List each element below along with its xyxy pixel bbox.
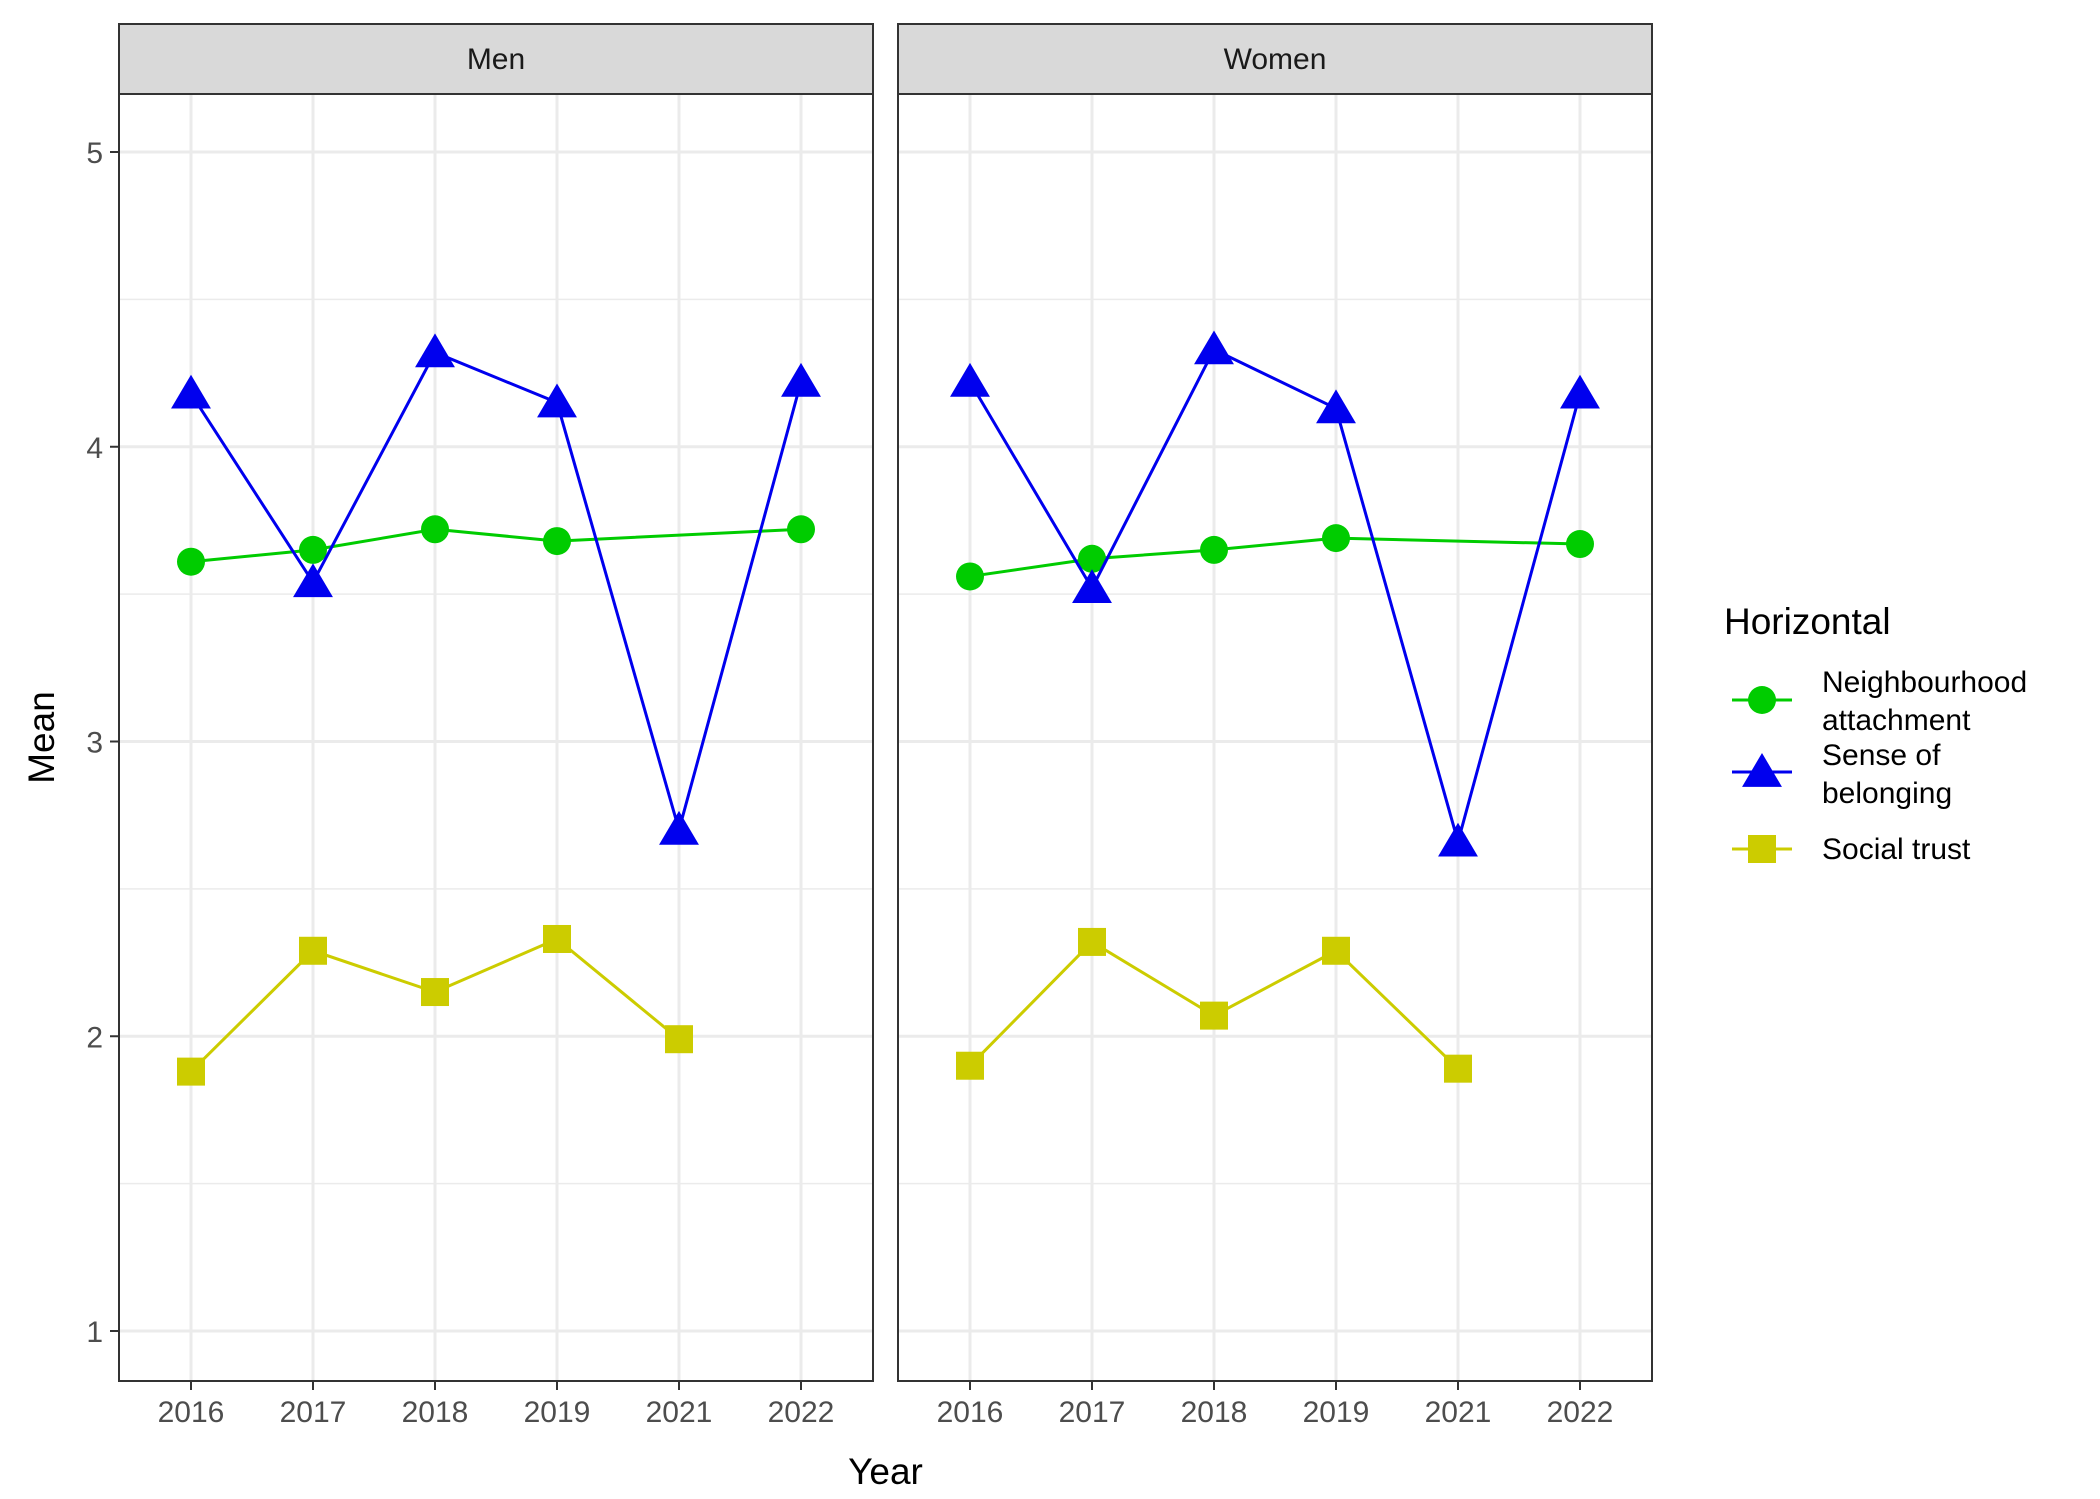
x-tick-label: 2019 bbox=[524, 1396, 591, 1429]
data-point-triangle bbox=[537, 383, 577, 418]
y-tick-label: 3 bbox=[86, 727, 103, 760]
data-point-triangle bbox=[1194, 330, 1234, 365]
x-tick-label: 2016 bbox=[937, 1396, 1004, 1429]
x-tick-label: 2021 bbox=[646, 1396, 713, 1429]
legend-entry: Neighbourhood attachment bbox=[1732, 666, 2027, 737]
series-neighbourhood-attachment bbox=[177, 515, 815, 576]
x-tick-label: 2018 bbox=[402, 1396, 469, 1429]
x-tick-label: 2021 bbox=[1425, 1396, 1492, 1429]
data-point-triangle bbox=[171, 374, 211, 409]
x-tick-label: 2017 bbox=[280, 1396, 347, 1429]
legend-label: attachment bbox=[1822, 704, 1971, 737]
data-point-triangle bbox=[1560, 374, 1600, 409]
legend-label: belonging bbox=[1822, 777, 1952, 810]
facet-panel-men: Men bbox=[118, 23, 874, 1382]
facet-strip bbox=[897, 23, 1653, 95]
data-point-circle bbox=[543, 527, 571, 556]
axes-layer: 2016 2017 2018 2019 2021 2022 2016 2017 2018 2019… bbox=[21, 137, 1613, 1492]
data-point-square bbox=[956, 1051, 984, 1080]
legend-title: Horizontal bbox=[1724, 601, 1891, 642]
panel-background bbox=[119, 94, 873, 1381]
data-point-square bbox=[1322, 936, 1350, 965]
data-point-circle bbox=[1322, 524, 1350, 553]
data-point-circle bbox=[1200, 535, 1228, 564]
legend-key-square bbox=[1748, 835, 1776, 863]
data-point-square bbox=[1444, 1054, 1472, 1083]
facet-strip-label: Women bbox=[1224, 43, 1327, 76]
y-axis-title: Mean bbox=[21, 691, 62, 784]
data-point-square bbox=[421, 978, 449, 1007]
legend-label: Neighbourhood bbox=[1822, 666, 2027, 699]
data-point-triangle bbox=[950, 362, 990, 397]
series-line bbox=[968, 347, 1582, 848]
data-point-circle bbox=[1566, 530, 1594, 559]
series-sense-of-belonging bbox=[171, 333, 821, 845]
panel-border bbox=[118, 93, 874, 1382]
panels-layer: Men Women bbox=[118, 23, 1653, 1382]
data-point-triangle bbox=[659, 810, 699, 845]
y-tick-label: 2 bbox=[86, 1021, 103, 1054]
data-point-circle bbox=[299, 535, 327, 564]
x-tick-label: 2019 bbox=[1303, 1396, 1370, 1429]
data-point-triangle bbox=[293, 563, 333, 598]
data-point-square bbox=[177, 1057, 205, 1086]
series-neighbourhood-attachment bbox=[956, 524, 1594, 591]
data-point-square bbox=[1078, 927, 1106, 956]
legend-entry: Sense of belonging bbox=[1732, 739, 1952, 810]
x-tick-label: 2022 bbox=[1547, 1396, 1614, 1429]
facet-strip-label: Men bbox=[467, 43, 525, 76]
data-point-circle bbox=[787, 515, 815, 544]
panel-background bbox=[898, 94, 1652, 1381]
legend-entry: Social trust bbox=[1732, 833, 1971, 866]
legend-label: Social trust bbox=[1822, 833, 1971, 866]
data-point-square bbox=[543, 924, 571, 953]
x-tick-label: 2016 bbox=[158, 1396, 225, 1429]
x-tick-label: 2022 bbox=[768, 1396, 835, 1429]
data-point-triangle bbox=[781, 362, 821, 397]
data-point-square bbox=[665, 1025, 693, 1054]
x-tick-label: 2017 bbox=[1059, 1396, 1126, 1429]
y-tick-label: 1 bbox=[86, 1316, 103, 1349]
facet-strip bbox=[118, 23, 874, 95]
y-tick-label: 4 bbox=[86, 432, 103, 465]
legend-label: Sense of bbox=[1822, 739, 1941, 772]
data-point-triangle bbox=[1316, 389, 1356, 424]
data-point-circle bbox=[177, 547, 205, 576]
legend-key-triangle bbox=[1742, 753, 1782, 787]
series-sense-of-belonging bbox=[950, 330, 1600, 857]
series-social-trust bbox=[956, 927, 1472, 1083]
data-point-circle bbox=[956, 562, 984, 591]
facet-panel-women: Women bbox=[897, 23, 1653, 1382]
series-social-trust bbox=[177, 924, 693, 1086]
panel-border bbox=[897, 93, 1653, 1382]
legend-key-circle bbox=[1748, 686, 1776, 714]
y-tick-label: 5 bbox=[86, 137, 103, 170]
data-point-circle bbox=[1078, 544, 1106, 573]
x-tick-label: 2018 bbox=[1181, 1396, 1248, 1429]
data-point-triangle bbox=[415, 333, 455, 368]
data-point-circle bbox=[421, 515, 449, 544]
series-line bbox=[189, 350, 803, 836]
data-point-triangle bbox=[1438, 822, 1478, 857]
data-point-square bbox=[1200, 1001, 1228, 1030]
data-point-triangle bbox=[1072, 569, 1112, 604]
x-axis-title: Year bbox=[848, 1451, 923, 1492]
data-point-square bbox=[299, 936, 327, 965]
